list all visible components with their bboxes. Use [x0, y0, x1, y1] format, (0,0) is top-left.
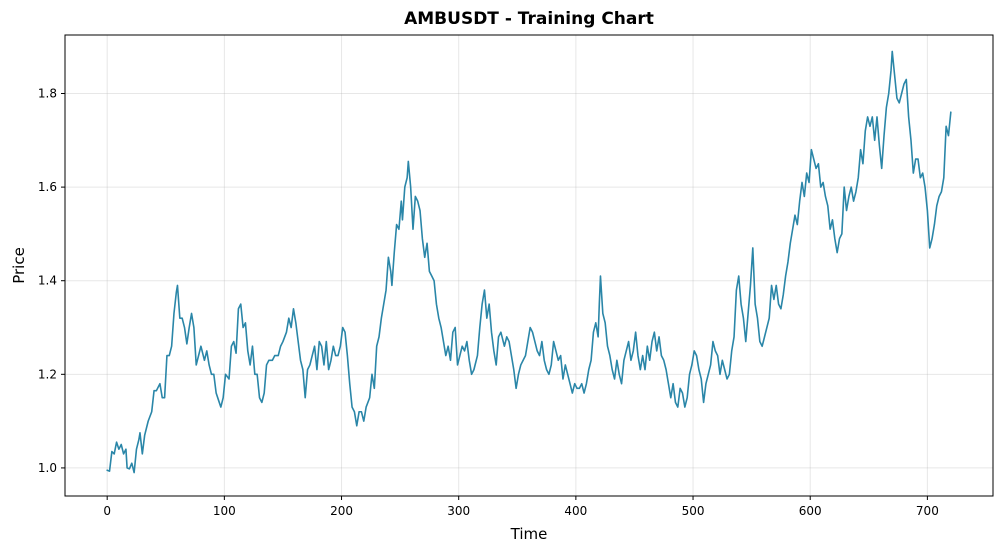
y-tick-label: 1.2	[38, 367, 57, 381]
x-tick-label: 500	[682, 504, 705, 518]
y-axis-label: Price	[10, 247, 28, 284]
chart-title: AMBUSDT - Training Chart	[404, 9, 654, 29]
y-tick-label: 1.8	[38, 87, 57, 101]
x-axis-label: Time	[510, 525, 548, 543]
x-tick-label: 700	[916, 504, 939, 518]
x-tick-label: 0	[103, 504, 111, 518]
series-layer	[106, 50, 952, 474]
x-tick-label: 600	[799, 504, 822, 518]
y-tick-label: 1.0	[38, 461, 57, 475]
grid	[65, 35, 993, 496]
plot-frame	[64, 34, 994, 497]
price-series-line	[106, 50, 952, 474]
y-tick-label: 1.6	[38, 180, 57, 194]
y-axis: 1.0 1.2 1.4 1.6 1.8	[38, 87, 65, 475]
x-tick-label: 300	[447, 504, 470, 518]
x-axis: 0 100 200 300 400 500 600 700	[103, 496, 939, 518]
x-tick-label: 400	[564, 504, 587, 518]
x-tick-label: 200	[330, 504, 353, 518]
x-tick-label: 100	[213, 504, 236, 518]
y-tick-label: 1.4	[38, 274, 57, 288]
